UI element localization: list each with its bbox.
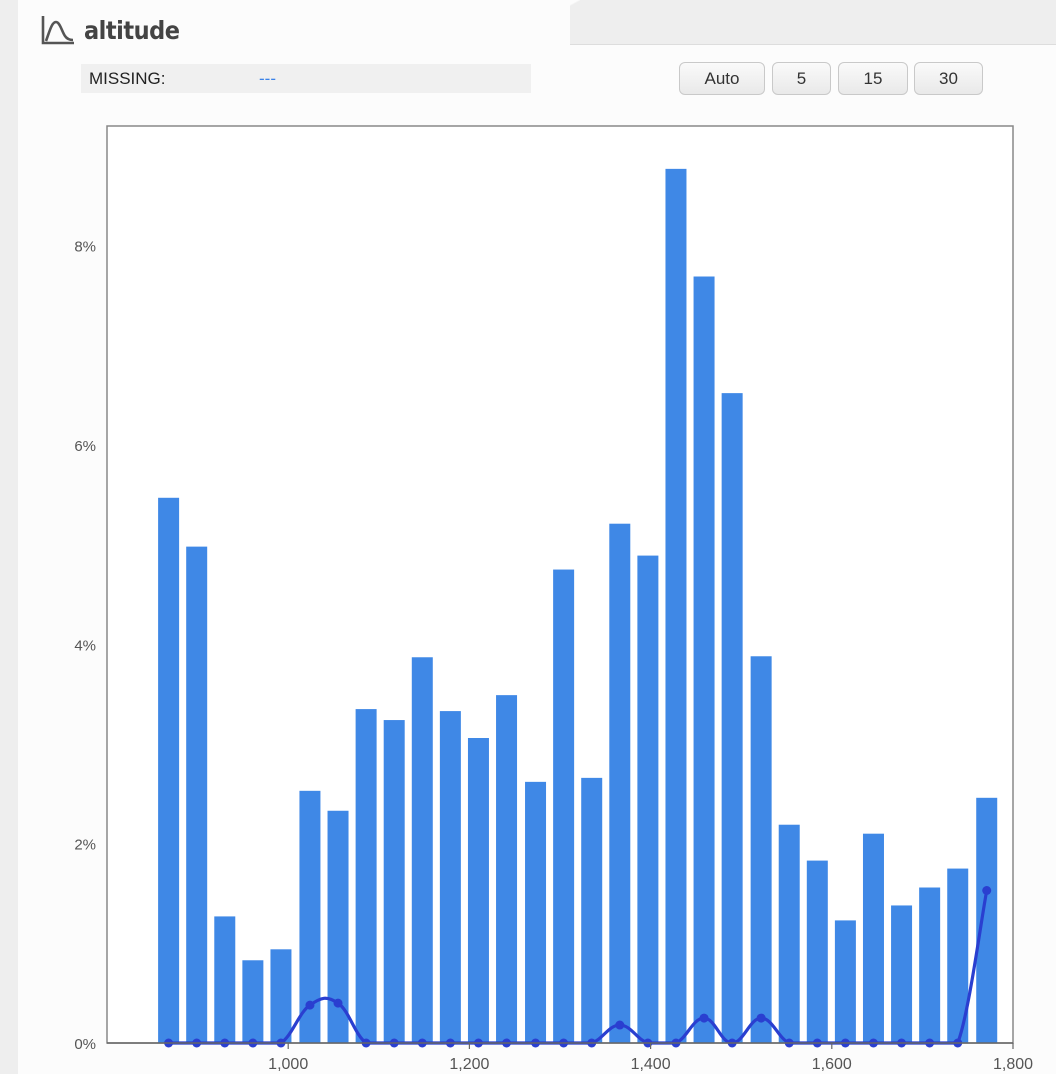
bins-15-button[interactable]: 15 bbox=[838, 62, 908, 95]
y-tick-label: 6% bbox=[74, 438, 96, 455]
histogram-bar bbox=[665, 168, 687, 1043]
distribution-curve-icon bbox=[41, 16, 74, 45]
x-tick-label: 1,400 bbox=[631, 1056, 671, 1073]
x-tick-label: 1,800 bbox=[993, 1056, 1033, 1073]
histogram-bar bbox=[242, 960, 264, 1043]
histogram-bar bbox=[976, 797, 998, 1043]
histogram-bar bbox=[609, 523, 631, 1043]
x-tick-label: 1,200 bbox=[449, 1056, 489, 1073]
histogram-bar bbox=[383, 720, 405, 1043]
histogram-bar bbox=[299, 790, 321, 1043]
y-tick-label: 0% bbox=[74, 1036, 96, 1053]
histogram-bar bbox=[834, 920, 856, 1043]
header-tab-slope bbox=[500, 0, 580, 44]
density-point bbox=[699, 1013, 709, 1023]
missing-label: MISSING: bbox=[89, 69, 166, 88]
histogram-bar bbox=[919, 887, 941, 1043]
histogram-bar bbox=[467, 737, 489, 1043]
density-point bbox=[982, 885, 992, 895]
top-strip bbox=[570, 0, 1056, 45]
page-title: altitude bbox=[84, 16, 180, 45]
density-point bbox=[756, 1013, 766, 1023]
histogram-bar bbox=[581, 777, 603, 1043]
x-tick-label: 1,600 bbox=[812, 1056, 852, 1073]
histogram-bar bbox=[411, 657, 433, 1043]
y-tick-label: 2% bbox=[74, 837, 96, 854]
density-point bbox=[305, 1000, 315, 1010]
bins-5-button[interactable]: 5 bbox=[772, 62, 831, 95]
histogram-bar bbox=[186, 546, 208, 1043]
histogram-bar bbox=[778, 824, 800, 1043]
histogram-bar bbox=[862, 833, 884, 1043]
histogram-bar bbox=[355, 709, 377, 1043]
histogram-bar bbox=[891, 905, 913, 1043]
histogram-bar bbox=[750, 656, 772, 1043]
histogram-bar bbox=[806, 860, 828, 1043]
header-tab bbox=[18, 0, 518, 48]
x-tick-label: 1,000 bbox=[268, 1056, 308, 1073]
histogram-bar bbox=[947, 868, 969, 1043]
histogram-bar bbox=[496, 695, 518, 1043]
histogram-bar bbox=[327, 810, 349, 1043]
missing-indicator: MISSING: --- bbox=[81, 64, 531, 93]
histogram-bar bbox=[553, 569, 575, 1043]
y-tick-label: 4% bbox=[74, 637, 96, 654]
histogram-bar bbox=[270, 949, 292, 1043]
histogram-bar bbox=[214, 916, 236, 1043]
histogram-bar bbox=[693, 276, 715, 1044]
histogram-bar bbox=[525, 781, 547, 1043]
density-point bbox=[615, 1020, 625, 1030]
bins-30-button[interactable]: 30 bbox=[914, 62, 983, 95]
density-point bbox=[333, 998, 343, 1008]
missing-value: --- bbox=[259, 69, 276, 88]
bins-auto-button[interactable]: Auto bbox=[679, 62, 765, 95]
histogram-bar bbox=[637, 555, 659, 1043]
histogram-bar bbox=[158, 497, 180, 1043]
histogram-bar bbox=[721, 393, 743, 1043]
histogram-bar bbox=[439, 711, 461, 1043]
y-tick-label: 8% bbox=[74, 239, 96, 256]
